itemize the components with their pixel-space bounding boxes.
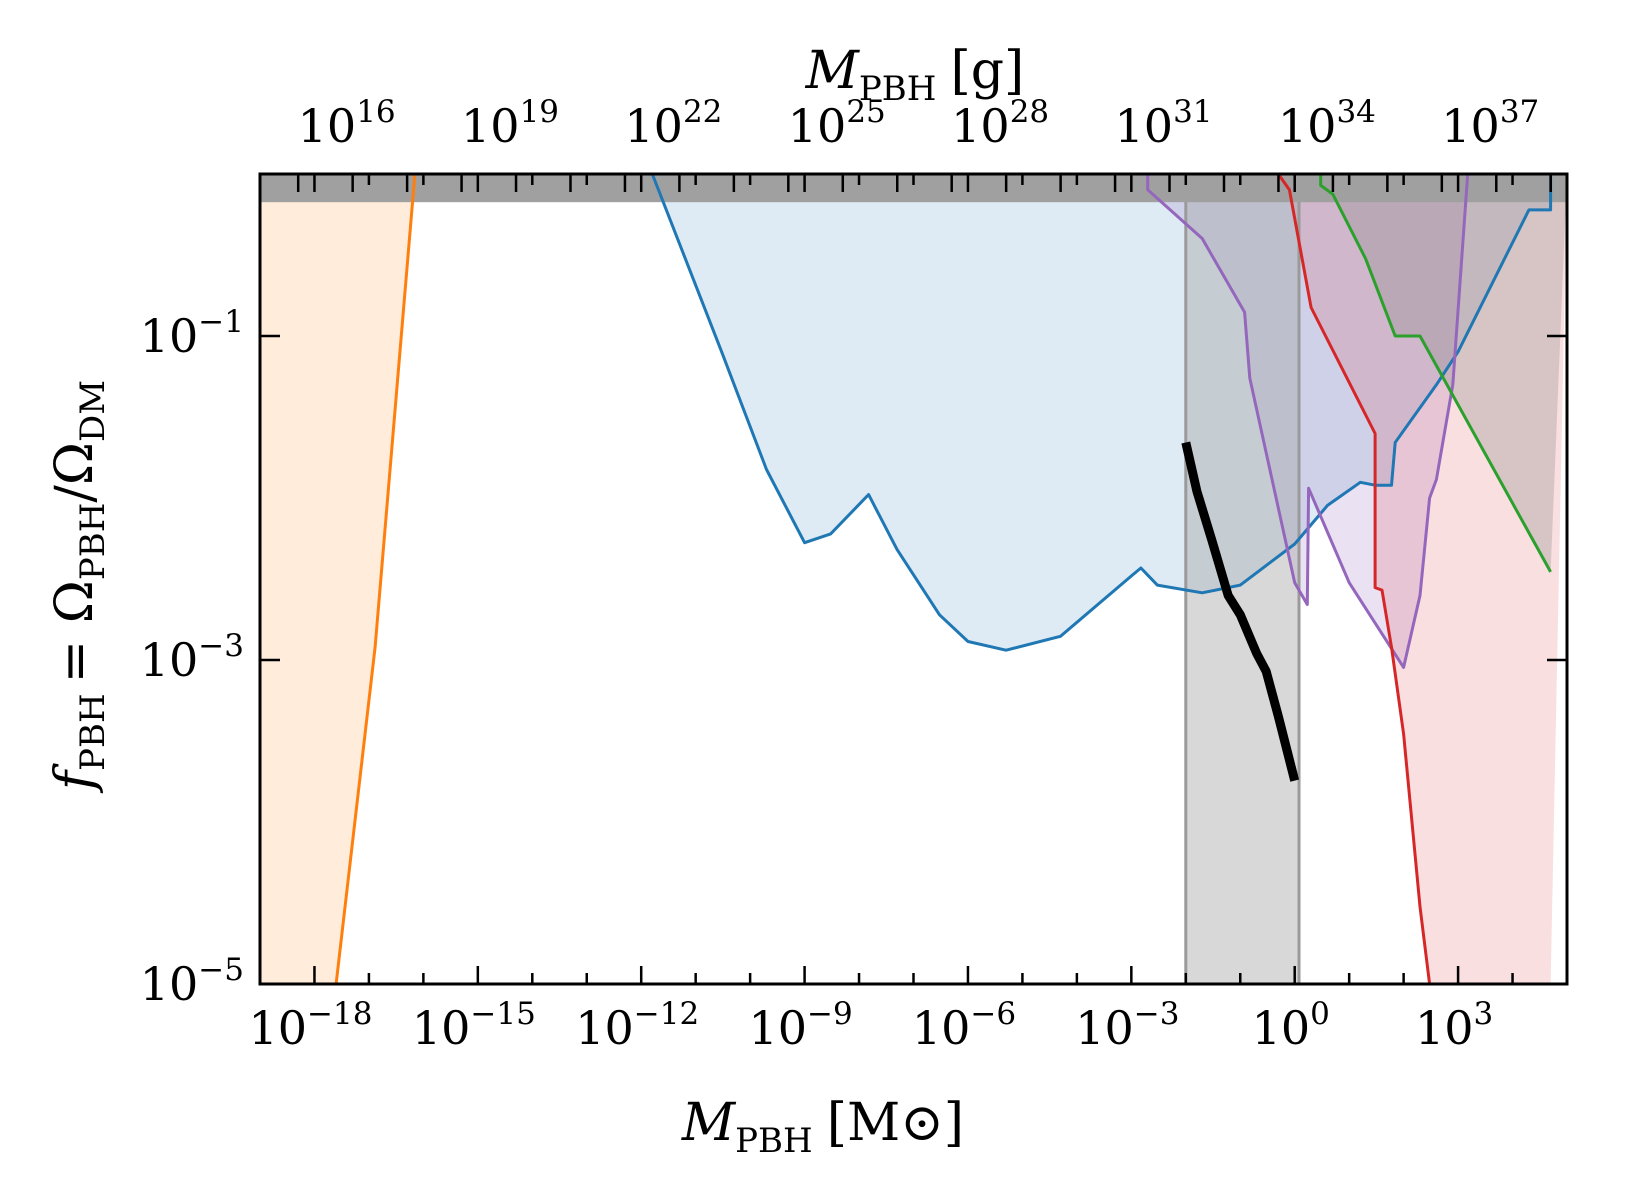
x2-tick-label: 1037 [1441,94,1539,153]
constraint-line-4 [1319,174,1552,573]
y-tick-label: 10−1 [140,304,244,363]
axis-ticks: 10−18 10−15 10−12 10−9 10−6 10−3 100 103 1016 101… [140,94,1569,1055]
constraint-line-0 [260,174,417,984]
constraint-fill-0 [260,174,415,984]
constraint-fill-1 [652,174,1551,651]
x2-tick-label: 1034 [1278,94,1376,153]
x2-tick-label: 1019 [461,94,559,153]
x2-tick-label: 1016 [298,94,396,153]
constraint-fill-2 [1147,174,1468,668]
x-axis-label: MPBH [M⊙] [681,1093,964,1161]
black-curve [1181,441,1300,782]
x2-tick-label: 1025 [788,94,886,153]
x-tick-label: 10−18 [248,996,372,1055]
x-tick-label: 10−15 [412,996,536,1055]
x2-tick-label: 1028 [951,94,1049,153]
top-x-axis-label: MPBH [g] [805,41,1025,109]
plot-area [260,174,1567,984]
y-axis-label: fPBH= ΩPBH/ΩDM [45,380,113,794]
x2-tick-label: 1022 [624,94,722,153]
x-tick-label: 10−6 [912,996,1016,1055]
constraint-line-1 [650,174,1553,652]
y-tick-label: 10−5 [140,952,244,1011]
x-tick-label: 10−3 [1075,996,1179,1055]
x-tick-label: 103 [1415,996,1493,1055]
x-tick-label: 10−9 [748,996,852,1055]
y-tick-label: 10−3 [140,628,244,687]
x-tick-label: 100 [1252,996,1330,1055]
band-fill [1185,174,1300,984]
constraint-line-3 [1277,174,1551,984]
constraint-line-2 [1146,174,1470,669]
x2-tick-label: 1031 [1115,94,1213,153]
x-tick-label: 10−12 [575,996,699,1055]
